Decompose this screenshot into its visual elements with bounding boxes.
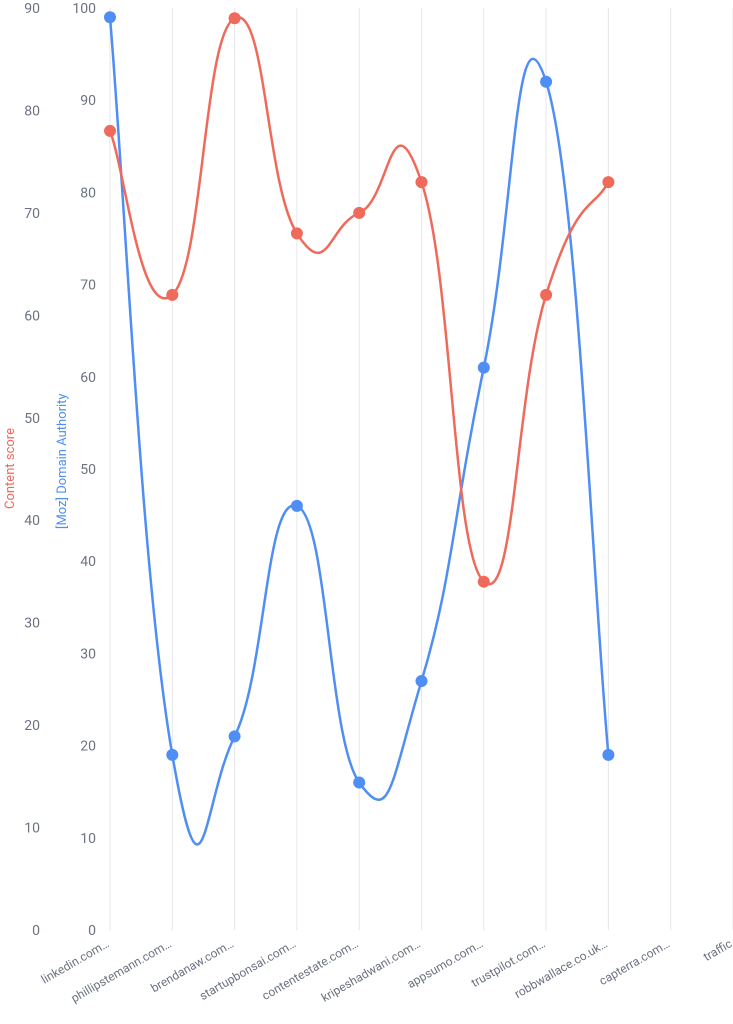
series-marker-content-score	[602, 176, 614, 188]
inner-axis-tick: 50	[80, 462, 96, 478]
series-marker-domain-authority	[478, 362, 490, 374]
series-marker-domain-authority	[104, 11, 116, 23]
series-marker-domain-authority	[602, 749, 614, 761]
inner-axis-tick: 40	[80, 554, 96, 570]
series-marker-content-score	[229, 12, 241, 24]
series-marker-domain-authority	[229, 730, 241, 742]
series-marker-content-score	[291, 227, 303, 239]
outer-axis-tick: 70	[24, 206, 40, 222]
series-marker-domain-authority	[353, 776, 365, 788]
outer-axis-tick: 50	[24, 411, 40, 427]
inner-axis-tick: 30	[80, 646, 96, 662]
inner-axis-title: [Moz] Domain Authority	[55, 393, 70, 529]
outer-axis-tick: 40	[24, 513, 40, 529]
inner-axis-tick: 80	[80, 185, 96, 201]
series-marker-domain-authority	[540, 76, 552, 88]
inner-axis-tick: 70	[80, 278, 96, 294]
series-marker-content-score	[416, 176, 428, 188]
outer-axis-tick: 20	[24, 718, 40, 734]
inner-axis-tick: 0	[88, 923, 96, 939]
inner-axis-tick: 60	[80, 370, 96, 386]
outer-axis-tick: 80	[24, 103, 40, 119]
chart-svg: 0102030405060708090100[Moz] Domain Autho…	[0, 0, 733, 1024]
inner-axis-tick: 20	[80, 739, 96, 755]
outer-axis-tick: 60	[24, 308, 40, 324]
series-marker-domain-authority	[166, 749, 178, 761]
outer-axis-tick: 30	[24, 616, 40, 632]
outer-axis-tick: 0	[32, 923, 40, 939]
series-marker-content-score	[353, 207, 365, 219]
dual-axis-line-chart: 0102030405060708090100[Moz] Domain Autho…	[0, 0, 733, 1024]
series-marker-content-score	[540, 289, 552, 301]
outer-axis-tick: 90	[24, 1, 40, 17]
series-marker-content-score	[166, 289, 178, 301]
series-marker-domain-authority	[416, 675, 428, 687]
inner-axis-tick: 10	[80, 831, 96, 847]
inner-axis-tick: 100	[72, 1, 96, 17]
series-marker-domain-authority	[291, 500, 303, 512]
outer-axis-title: Content score	[3, 428, 18, 509]
series-marker-content-score	[478, 576, 490, 588]
inner-axis-tick: 90	[80, 93, 96, 109]
outer-axis-tick: 10	[24, 821, 40, 837]
series-marker-content-score	[104, 125, 116, 137]
